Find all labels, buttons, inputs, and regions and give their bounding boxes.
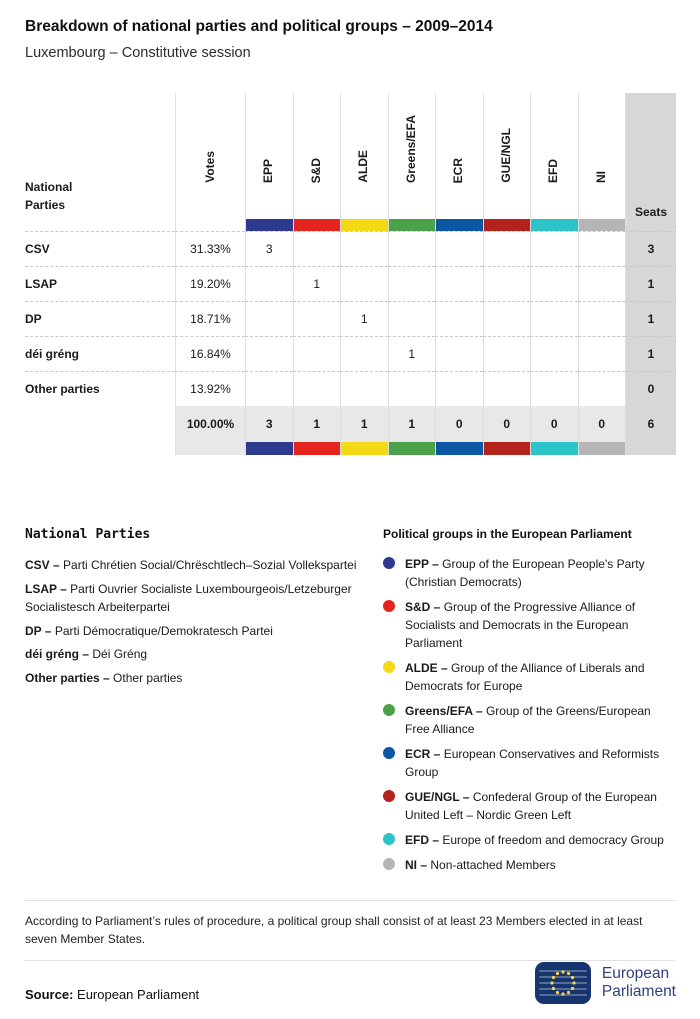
national-parties-legend-heading: National Parties (25, 527, 151, 542)
legend-item-dp: DP – Parti Démocratique/Demokratesch Par… (25, 623, 273, 638)
votes-value: 31.33% (175, 231, 245, 266)
greens-efa-color-bar (387, 442, 435, 455)
party-name: LSAP (25, 266, 175, 301)
ecr-color-bar (436, 219, 483, 231)
group-header-ni: NI (577, 93, 625, 231)
greens-efa-color-bar (388, 219, 435, 231)
votes-header: Votes (175, 93, 245, 231)
party-name: DP (25, 301, 175, 336)
alde-color-bar (340, 442, 388, 455)
page-title: Breakdown of national parties and politi… (25, 18, 493, 35)
votes-header-label: Votes (202, 151, 217, 183)
group-header-greens-efa: Greens/EFA (387, 93, 435, 231)
results-table: National Parties Votes EPP S&D ALDE Gree… (25, 93, 676, 455)
legend-item-other-parties: Other parties – Other parties (25, 670, 183, 685)
ni-color-dot (383, 858, 395, 870)
political-groups-legend: Political groups in the European Parliam… (383, 527, 675, 881)
page: Breakdown of national parties and politi… (25, 18, 676, 881)
seats-value: 1 (625, 301, 676, 336)
votes-value: 18.71% (175, 301, 245, 336)
efd-color-bar (530, 442, 578, 455)
source-label: Source: (25, 987, 74, 1002)
total-seats: 6 (625, 406, 676, 442)
group-header-sd: S&D (292, 93, 340, 231)
party-name: déi gréng (25, 336, 175, 371)
group-header-epp: EPP (245, 93, 293, 231)
seats-value: 1 (625, 266, 676, 301)
gue-ngl-color-bar (482, 442, 530, 455)
legends: National Parties CSV – Parti Chrétien So… (25, 527, 675, 881)
ni-color-bar (577, 442, 625, 455)
gue-ngl-color-dot (383, 790, 395, 802)
footnote: According to Parliament’s rules of proce… (25, 900, 675, 961)
party-name: Other parties (25, 371, 175, 406)
table-header-row: National Parties Votes EPP S&D ALDE Gree… (25, 93, 676, 231)
gue-ngl-color-bar (483, 219, 530, 231)
ecr-color-bar (435, 442, 483, 455)
efd-color-dot (383, 833, 395, 845)
legend-item-gue-ngl: GUE/NGL – Confederal Group of the Europe… (383, 788, 675, 824)
sd-color-bar (293, 219, 340, 231)
source-value: European Parliament (77, 987, 200, 1002)
table-row: CSV 31.33% 3 3 (25, 231, 676, 266)
votes-value: 16.84% (175, 336, 245, 371)
votes-value: 19.20% (175, 266, 245, 301)
group-header-alde: ALDE (340, 93, 388, 231)
legend-item-dei-greng: déi gréng – Déi Gréng (25, 647, 148, 662)
legend-item-ecr: ECR – European Conservatives and Reformi… (383, 745, 675, 781)
greens-efa-color-dot (383, 704, 395, 716)
page-subtitle: Luxembourg – Constitutive session (25, 45, 251, 61)
party-name: CSV (25, 231, 175, 266)
legend-item-alde: ALDE – Group of the Alliance of Liberals… (383, 659, 675, 695)
alde-color-bar (341, 219, 388, 231)
votes-value: 13.92% (175, 371, 245, 406)
table-bottom-bars (25, 442, 676, 455)
european-parliament-logo: European Parliament (534, 962, 676, 1004)
epp-color-dot (383, 557, 395, 569)
seats-value: 3 (625, 231, 676, 266)
political-groups-legend-heading: Political groups in the European Parliam… (383, 527, 632, 541)
table-row: DP 18.71% 1 1 (25, 301, 676, 336)
alde-color-dot (383, 661, 395, 673)
national-parties-header: National Parties (25, 93, 175, 231)
table-row: Other parties 13.92% 0 (25, 371, 676, 406)
seats-header: Seats (625, 93, 676, 231)
sd-color-bar (292, 442, 340, 455)
table-row: déi gréng 16.84% 1 1 (25, 336, 676, 371)
table-row: LSAP 19.20% 1 1 (25, 266, 676, 301)
efd-color-bar (531, 219, 578, 231)
total-blank-cell (25, 406, 175, 442)
ep-emblem-icon (534, 962, 591, 1004)
epp-color-bar (246, 219, 293, 231)
legend-item-sd: S&D – Group of the Progressive Alliance … (383, 598, 675, 652)
legend-item-csv: CSV – Parti Chrétien Social/Chrëschtlech… (25, 558, 357, 572)
legend-item-ni: NI – Non-attached Members (383, 856, 675, 874)
seats-value: 1 (625, 336, 676, 371)
seats-value: 0 (625, 371, 676, 406)
legend-item-efd: EFD – Europe of freedom and democracy Gr… (383, 831, 675, 849)
total-votes: 100.00% (175, 406, 245, 442)
epp-color-bar (245, 442, 293, 455)
ni-color-bar (578, 219, 625, 231)
ep-wordmark: European Parliament (601, 964, 676, 1000)
national-parties-legend: National Parties CSV – Parti Chrétien So… (25, 527, 359, 881)
group-header-gue-ngl: GUE/NGL (482, 93, 530, 231)
source-line: Source: European Parliament (25, 987, 199, 1002)
sd-color-dot (383, 600, 395, 612)
table-total-row: 100.00% 3 1 1 1 0 0 0 0 6 (25, 406, 676, 442)
legend-item-greens-efa: Greens/EFA – Group of the Greens/Europea… (383, 702, 675, 738)
legend-item-epp: EPP – Group of the European People's Par… (383, 555, 675, 591)
group-header-ecr: ECR (435, 93, 483, 231)
legend-item-lsap: LSAP – Parti Ouvrier Socialiste Luxembou… (25, 581, 352, 615)
ecr-color-dot (383, 747, 395, 759)
group-header-efd: EFD (530, 93, 578, 231)
national-parties-label: National Parties (25, 179, 73, 213)
